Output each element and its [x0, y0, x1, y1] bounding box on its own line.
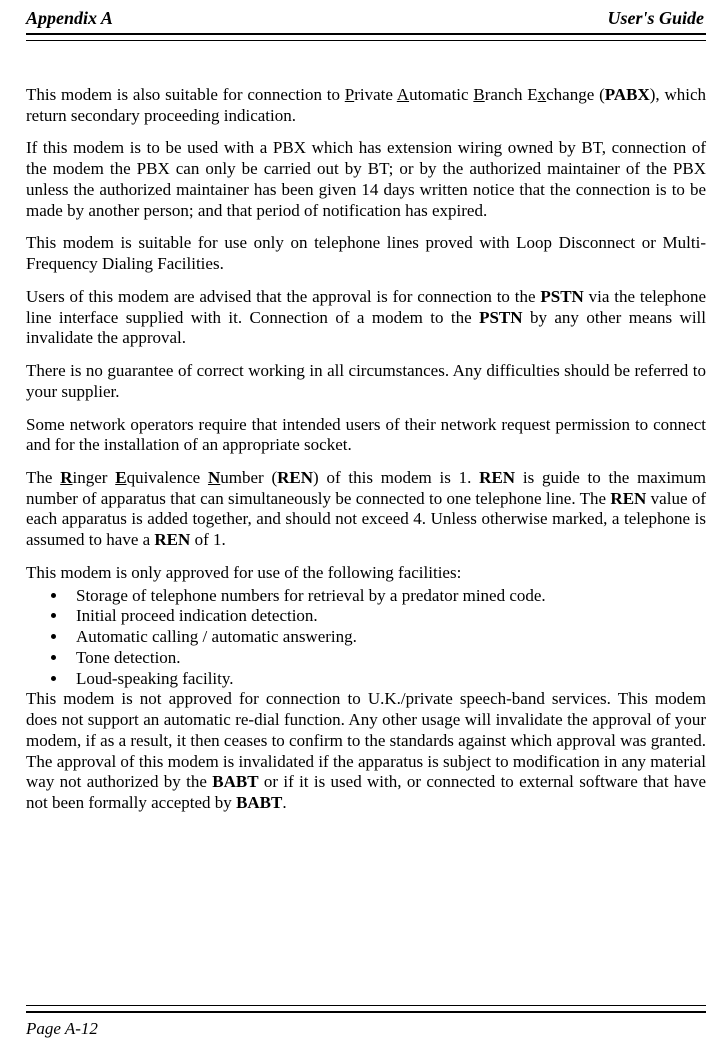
list-item: Storage of telephone numbers for retriev…	[68, 586, 706, 607]
paragraph-babt: This modem is not approved for connectio…	[26, 689, 706, 813]
underline-x: x	[538, 85, 547, 104]
page: Appendix A User's Guide This modem is al…	[0, 0, 724, 1049]
bold-pabx: PABX	[605, 85, 650, 104]
underline-p: P	[345, 85, 354, 104]
paragraph-pstn: Users of this modem are advised that the…	[26, 287, 706, 349]
text: utomatic	[409, 85, 473, 104]
list-item: Tone detection.	[68, 648, 706, 669]
underline-a: A	[397, 85, 409, 104]
text: This modem is also suitable for connecti…	[26, 85, 345, 104]
text: inger	[73, 468, 116, 487]
list-item: Loud-speaking facility.	[68, 669, 706, 690]
header-right: User's Guide	[607, 8, 704, 29]
paragraph-ren: The Ringer Equivalence Number (REN) of t…	[26, 468, 706, 551]
header-left: Appendix A	[26, 8, 113, 29]
paragraph-network: Some network operators require that inte…	[26, 415, 706, 456]
text: .	[282, 793, 286, 812]
text: rivate	[354, 85, 397, 104]
text: change (	[546, 85, 605, 104]
bold-babt: BABT	[236, 793, 282, 812]
underline-e: E	[115, 468, 126, 487]
text: of 1.	[190, 530, 225, 549]
paragraph-facilities-intro: This modem is only approved for use of t…	[26, 563, 706, 584]
paragraph-bt: If this modem is to be used with a PBX w…	[26, 138, 706, 221]
paragraph-guarantee: There is no guarantee of correct working…	[26, 361, 706, 402]
text: umber (	[220, 468, 277, 487]
bold-babt: BABT	[212, 772, 258, 791]
list-item: Initial proceed indication detection.	[68, 606, 706, 627]
text: ranch E	[485, 85, 538, 104]
bold-ren: REN	[610, 489, 646, 508]
text: The	[26, 468, 60, 487]
bold-pstn: PSTN	[540, 287, 583, 306]
footer-rule	[26, 1005, 706, 1013]
body-content: This modem is also suitable for connecti…	[26, 85, 706, 814]
bold-ren: REN	[277, 468, 313, 487]
text: ) of this modem is 1.	[313, 468, 479, 487]
bold-pstn: PSTN	[479, 308, 522, 327]
header-rule	[26, 33, 706, 41]
text: quivalence	[127, 468, 208, 487]
underline-r: R	[60, 468, 72, 487]
facilities-list: Storage of telephone numbers for retriev…	[26, 586, 706, 690]
paragraph-loop: This modem is suitable for use only on t…	[26, 233, 706, 274]
paragraph-pabx: This modem is also suitable for connecti…	[26, 85, 706, 126]
list-item: Automatic calling / automatic answering.	[68, 627, 706, 648]
text: Users of this modem are advised that the…	[26, 287, 540, 306]
bold-ren: REN	[479, 468, 515, 487]
underline-n: N	[208, 468, 220, 487]
underline-b: B	[473, 85, 484, 104]
page-number: Page A-12	[26, 1019, 98, 1039]
bold-ren: REN	[154, 530, 190, 549]
page-header: Appendix A User's Guide	[26, 8, 706, 31]
